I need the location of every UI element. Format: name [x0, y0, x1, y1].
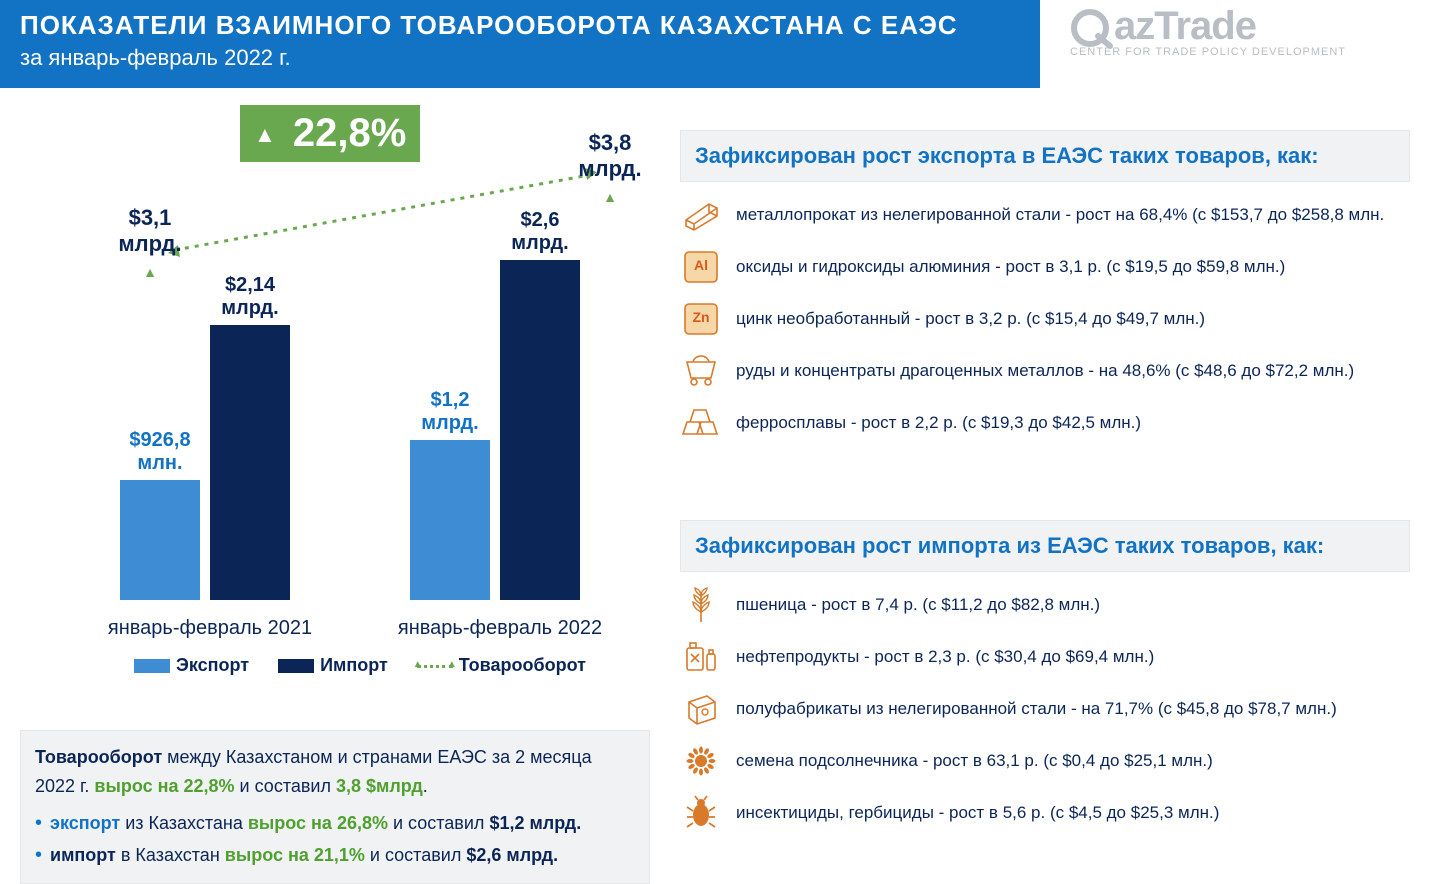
- logo-q-icon: [1070, 6, 1114, 50]
- header-title: ПОКАЗАТЕЛИ ВЗАИМНОГО ТОВАРООБОРОТА КАЗАХ…: [20, 10, 1020, 41]
- legend-turnover: Товарооборот: [417, 655, 586, 676]
- svg-text:Al: Al: [694, 257, 708, 273]
- import-item-text: пшеница - рост в 7,4 р. (с $11,2 до $82,…: [736, 594, 1100, 616]
- header-banner: ПОКАЗАТЕЛИ ВЗАИМНОГО ТОВАРООБОРОТА КАЗАХ…: [0, 0, 1040, 88]
- cat-2021: январь-февраль 2021: [90, 617, 330, 640]
- import-item-text: инсектициды, гербициды - рост в 5,6 р. (…: [736, 802, 1219, 824]
- legend-export: Экспорт: [134, 655, 249, 676]
- svg-text:Zn: Zn: [692, 309, 709, 325]
- trade-chart: 22,8% $3,1 млрд.▲ $3,8 млрд.▲ $926,8 млн…: [40, 140, 660, 760]
- ingot-icon: [680, 404, 722, 442]
- bar-area: $926,8 млн. $2,14 млрд. январь-февраль 2…: [100, 180, 620, 600]
- wheat-icon: [680, 586, 722, 624]
- export-item-text: металлопрокат из нелегированной стали - …: [736, 204, 1384, 226]
- bar-export-2021: [120, 480, 200, 600]
- growth-badge: 22,8%: [240, 105, 420, 162]
- zn-icon: Zn: [680, 300, 722, 338]
- export-panel: Зафиксирован рост экспорта в ЕАЭС таких …: [680, 130, 1410, 456]
- import-item-row: инсектициды, гербициды - рост в 5,6 р. (…: [680, 794, 1410, 832]
- cart-icon: [680, 352, 722, 390]
- import-item-row: полуфабрикаты из нелегированной стали - …: [680, 690, 1410, 728]
- import-item-row: пшеница - рост в 7,4 р. (с $11,2 до $82,…: [680, 586, 1410, 624]
- slab-icon: [680, 690, 722, 728]
- export-item-row: руды и концентраты драгоценных металлов …: [680, 352, 1410, 390]
- summary-export: экспорт из Казахстана вырос на 26,8% и с…: [35, 807, 635, 839]
- summary-line1: Товарооборот между Казахстаном и странам…: [35, 743, 635, 801]
- export-item-row: металлопрокат из нелегированной стали - …: [680, 196, 1410, 234]
- barlabel-import-2022: $2,6 млрд.: [490, 209, 590, 255]
- summary-import: импорт в Казахстан вырос на 21,1% и сост…: [35, 839, 635, 871]
- import-panel: Зафиксирован рост импорта из ЕАЭС таких …: [680, 520, 1410, 846]
- import-item-text: полуфабрикаты из нелегированной стали - …: [736, 698, 1337, 720]
- al-icon: Al: [680, 248, 722, 286]
- export-item-text: цинк необработанный - рост в 3,2 р. (с $…: [736, 308, 1205, 330]
- barlabel-export-2021: $926,8 млн.: [110, 429, 210, 475]
- bar-import-2021: [210, 325, 290, 600]
- import-panel-title: Зафиксирован рост импорта из ЕАЭС таких …: [680, 520, 1410, 572]
- sunflower-icon: [680, 742, 722, 780]
- bar-export-2022: [410, 440, 490, 600]
- export-item-text: оксиды и гидроксиды алюминия - рост в 3,…: [736, 256, 1285, 278]
- canister-icon: [680, 638, 722, 676]
- import-item-row: семена подсолнечника - рост в 63,1 р. (с…: [680, 742, 1410, 780]
- export-item-text: ферросплавы - рост в 2,2 р. (с $19,3 до …: [736, 412, 1141, 434]
- import-item-text: семена подсолнечника - рост в 63,1 р. (с…: [736, 750, 1213, 772]
- barlabel-export-2022: $1,2 млрд.: [400, 389, 500, 435]
- chart-legend: Экспорт Импорт Товарооборот: [100, 655, 620, 676]
- barlabel-import-2021: $2,14 млрд.: [200, 274, 300, 320]
- import-item-row: нефтепродукты - рост в 2,3 р. (с $30,4 д…: [680, 638, 1410, 676]
- cat-2022: январь-февраль 2022: [380, 617, 620, 640]
- logo-tagline: CENTER FOR TRADE POLICY DEVELOPMENT: [1070, 46, 1410, 58]
- import-list: пшеница - рост в 7,4 р. (с $11,2 до $82,…: [680, 586, 1410, 832]
- header-subtitle: за январь-февраль 2022 г.: [20, 45, 1020, 71]
- export-panel-title: Зафиксирован рост экспорта в ЕАЭС таких …: [680, 130, 1410, 182]
- bug-icon: [680, 794, 722, 832]
- bar-import-2022: [500, 260, 580, 600]
- beam-icon: [680, 196, 722, 234]
- summary-box: Товарооборот между Казахстаном и странам…: [20, 730, 650, 884]
- logo: azTrade CENTER FOR TRADE POLICY DEVELOPM…: [1070, 4, 1410, 58]
- legend-import: Импорт: [278, 655, 388, 676]
- export-item-text: руды и концентраты драгоценных металлов …: [736, 360, 1354, 382]
- logo-brand: azTrade: [1114, 4, 1256, 48]
- export-list: металлопрокат из нелегированной стали - …: [680, 196, 1410, 442]
- export-item-row: Zn цинк необработанный - рост в 3,2 р. (с…: [680, 300, 1410, 338]
- import-item-text: нефтепродукты - рост в 2,3 р. (с $30,4 д…: [736, 646, 1154, 668]
- export-item-row: Al оксиды и гидроксиды алюминия - рост в …: [680, 248, 1410, 286]
- summary-bullets: экспорт из Казахстана вырос на 26,8% и с…: [35, 807, 635, 871]
- export-item-row: ферросплавы - рост в 2,2 р. (с $19,3 до …: [680, 404, 1410, 442]
